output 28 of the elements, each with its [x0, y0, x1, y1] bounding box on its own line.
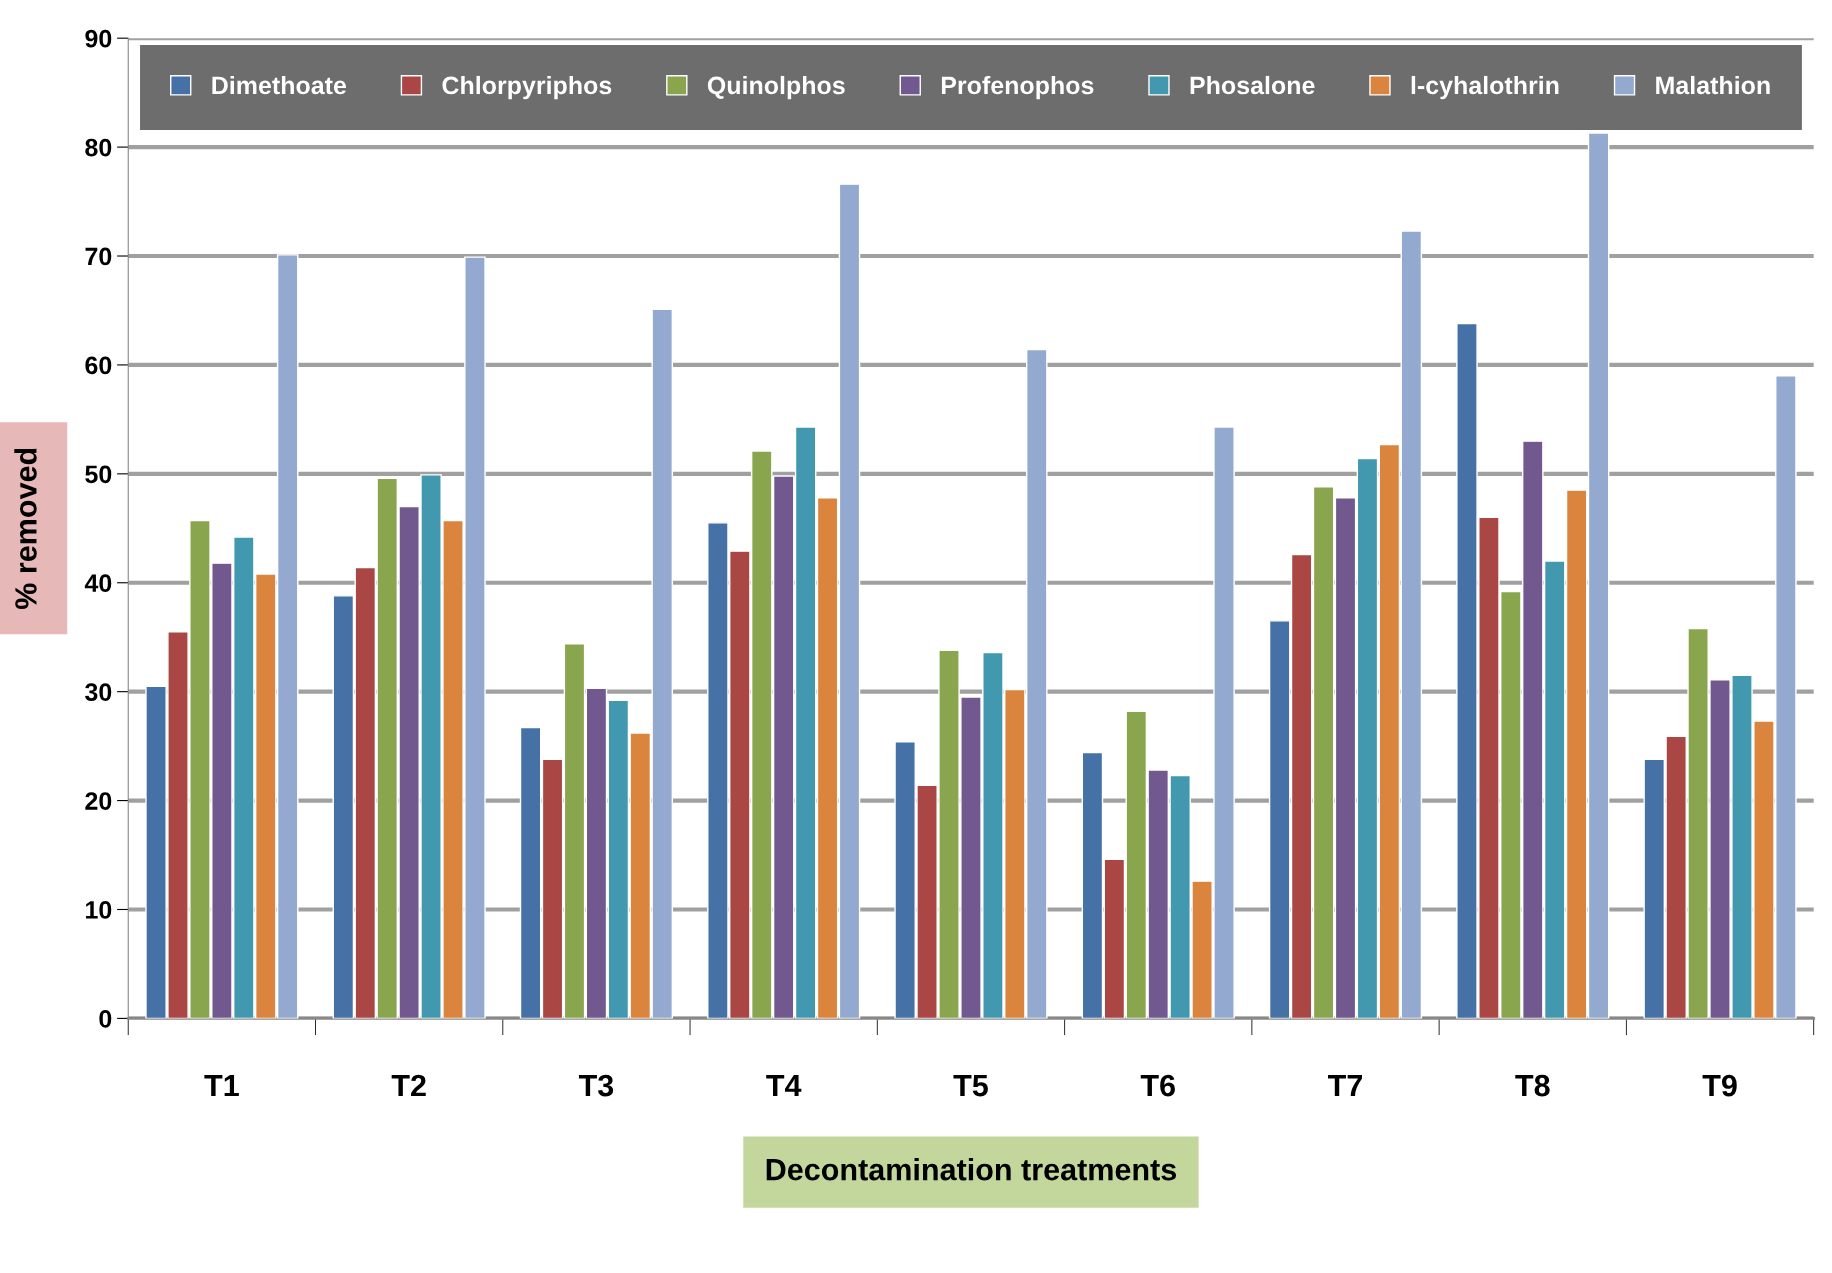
y-tick-label: 0: [99, 1010, 112, 1028]
legend-label: Profenophos: [941, 75, 1094, 100]
y-tick-label: 70: [85, 247, 112, 266]
x-tick-label: T2: [391, 1074, 426, 1097]
y-tick-label: 40: [84, 574, 112, 593]
x-tick-label: T9: [1702, 1074, 1737, 1097]
legend-label: Phosalone: [1190, 75, 1315, 95]
x-tick-label: T7: [1328, 1075, 1362, 1097]
y-tick-label: 30: [85, 683, 112, 701]
x-tick-label: T4: [766, 1075, 802, 1097]
y-tick-label: 60: [85, 356, 112, 375]
x-tick-label: T5: [953, 1075, 988, 1097]
x-axis-title: Decontamination treatments: [766, 1157, 1177, 1181]
x-tick-label: T6: [1140, 1074, 1175, 1097]
x-tick-label: T8: [1515, 1074, 1550, 1097]
y-tick-label: 90: [85, 29, 112, 48]
y-tick-label: 10: [86, 901, 112, 919]
y-axis-title: % removed: [14, 448, 37, 610]
legend-label: Malathion: [1656, 75, 1770, 95]
legend-label: Chlorpyriphos: [442, 75, 612, 100]
legend-label: l-cyhalothrin: [1411, 75, 1559, 100]
y-tick-label: 80: [85, 138, 112, 157]
x-tick-label: T1: [204, 1075, 239, 1097]
legend-label: Dimethoate: [212, 75, 347, 95]
x-tick-label: T3: [578, 1074, 614, 1097]
y-tick-label: 50: [85, 465, 112, 484]
legend-label: Quinolphos: [707, 75, 845, 100]
y-tick-label: 20: [85, 792, 112, 810]
